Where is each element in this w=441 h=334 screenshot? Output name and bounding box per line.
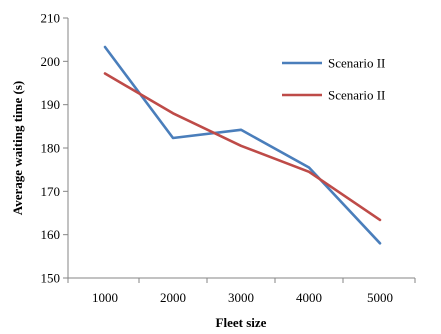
y-tick-label: 180 [41,141,61,156]
x-ticks: 1000 2000 3000 4000 5000 [67,278,416,305]
y-axis-title: Average waiting time (s) [10,81,25,215]
y-tick-label: 160 [41,227,61,242]
x-tick-label: 4000 [296,290,322,305]
y-tick-label: 190 [41,97,61,112]
x-tick-label: 5000 [367,290,393,305]
legend-label-1: Scenario II [328,56,385,71]
legend-label-2: Scenario II [328,88,385,103]
y-tick-label: 150 [41,271,61,286]
series-line-1 [103,45,382,245]
legend: Scenario II Scenario II [282,56,385,103]
y-ticks: 150 160 170 180 190 200 210 [41,11,68,286]
x-tick-label: 1000 [92,290,118,305]
y-tick-label: 200 [41,54,61,69]
series-line-2 [103,72,382,222]
series-lines [103,45,382,245]
x-tick-label: 2000 [160,290,186,305]
y-tick-label: 170 [41,184,61,199]
y-tick-label: 210 [41,11,61,26]
x-tick-label: 3000 [228,290,254,305]
x-axis-title: Fleet size [216,315,267,330]
